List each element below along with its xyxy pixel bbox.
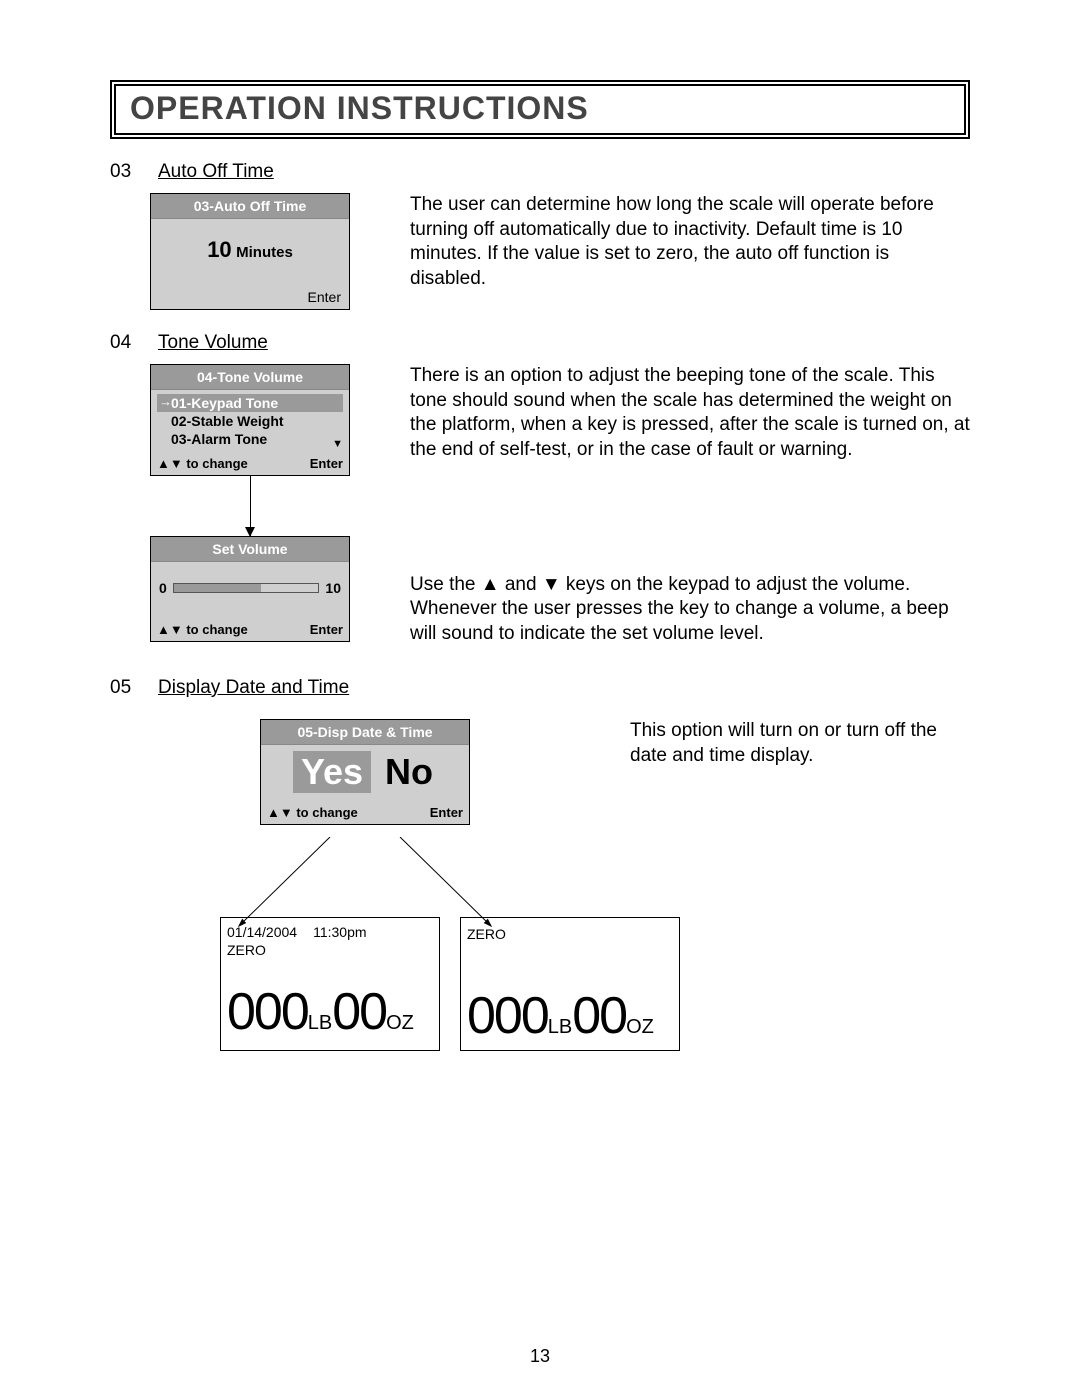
tone-volume-screen: 04-Tone Volume ▲ 01-Keypad Tone 02-Stabl…: [150, 364, 350, 476]
auto-off-enter: Enter: [151, 285, 349, 309]
vol-footer-left: ▲▼ to change: [157, 622, 248, 637]
set-volume-title: Set Volume: [151, 537, 349, 562]
vol-footer-right: Enter: [310, 622, 343, 637]
section-05-heading: 05 Display Date and Time: [110, 677, 970, 699]
auto-off-screen-title: 03-Auto Off Time: [151, 194, 349, 219]
lcd-lb-val-1: 000: [227, 983, 308, 1041]
section-04-num: 04: [110, 332, 158, 354]
disp-footer-right: Enter: [430, 805, 463, 820]
page-number: 13: [0, 1346, 1080, 1367]
lcd-oz-val-2: 00: [572, 987, 626, 1045]
section-05-description: This option will turn on or turn off the…: [470, 719, 970, 825]
lcd-zero-1: ZERO: [227, 942, 433, 958]
disp-footer-left: ▲▼ to change: [267, 805, 358, 820]
section-04-description-2: Use the ▲ and ▼ keys on the keypad to ad…: [410, 573, 970, 647]
lcd-lb-unit-1: LB: [308, 1012, 332, 1034]
auto-off-unit: Minutes: [236, 244, 293, 261]
vol-max-label: 10: [325, 580, 341, 596]
tone-footer-right: Enter: [310, 456, 343, 471]
section-03-description: The user can determine how long the scal…: [390, 193, 970, 310]
branch-arrows-icon: [230, 837, 630, 937]
option-no: No: [381, 751, 437, 793]
vol-min-label: 0: [159, 580, 167, 596]
section-05-num: 05: [110, 677, 158, 699]
tone-option-alarm: 03-Alarm Tone: [157, 430, 343, 448]
lcd-oz-unit-2: OZ: [626, 1016, 654, 1038]
set-volume-screen: Set Volume 0 10 ▲▼ to change Enter: [150, 536, 350, 642]
lcd-without-date: ZERO 000LB00OZ: [460, 917, 680, 1051]
option-yes: Yes: [293, 751, 371, 793]
flow-arrow-icon: [250, 476, 251, 536]
page-title: OPERATION INSTRUCTIONS: [130, 90, 950, 127]
auto-off-screen: 03-Auto Off Time 10 Minutes Enter: [150, 193, 350, 310]
section-05-title: Display Date and Time: [158, 677, 349, 699]
section-04-heading: 04 Tone Volume: [110, 332, 970, 354]
section-04-description-1: There is an option to adjust the beeping…: [410, 364, 970, 463]
tone-option-stable: 02-Stable Weight: [157, 412, 343, 430]
lcd-oz-unit-1: OZ: [386, 1012, 414, 1034]
auto-off-value: 10: [207, 237, 231, 262]
disp-date-title: 05-Disp Date & Time: [261, 720, 469, 745]
page-header: OPERATION INSTRUCTIONS: [110, 80, 970, 139]
lcd-lb-unit-2: LB: [548, 1016, 572, 1038]
tone-volume-title: 04-Tone Volume: [151, 365, 349, 390]
disp-date-time-screen: 05-Disp Date & Time Yes No ▲▼ to change …: [260, 719, 470, 825]
section-03-title: Auto Off Time: [158, 161, 274, 183]
lcd-oz-val-1: 00: [332, 983, 386, 1041]
volume-slider: [173, 583, 320, 593]
section-04-title: Tone Volume: [158, 332, 268, 354]
section-03-heading: 03 Auto Off Time: [110, 161, 970, 183]
scroll-down-icon: ▼: [332, 438, 343, 450]
lcd-lb-val-2: 000: [467, 987, 548, 1045]
tone-option-keypad: 01-Keypad Tone: [157, 394, 343, 412]
lcd-with-date: 01/14/2004 11:30pm ZERO 000LB00OZ: [220, 917, 440, 1051]
tone-footer-left: ▲▼ to change: [157, 456, 248, 471]
section-03-num: 03: [110, 161, 158, 183]
